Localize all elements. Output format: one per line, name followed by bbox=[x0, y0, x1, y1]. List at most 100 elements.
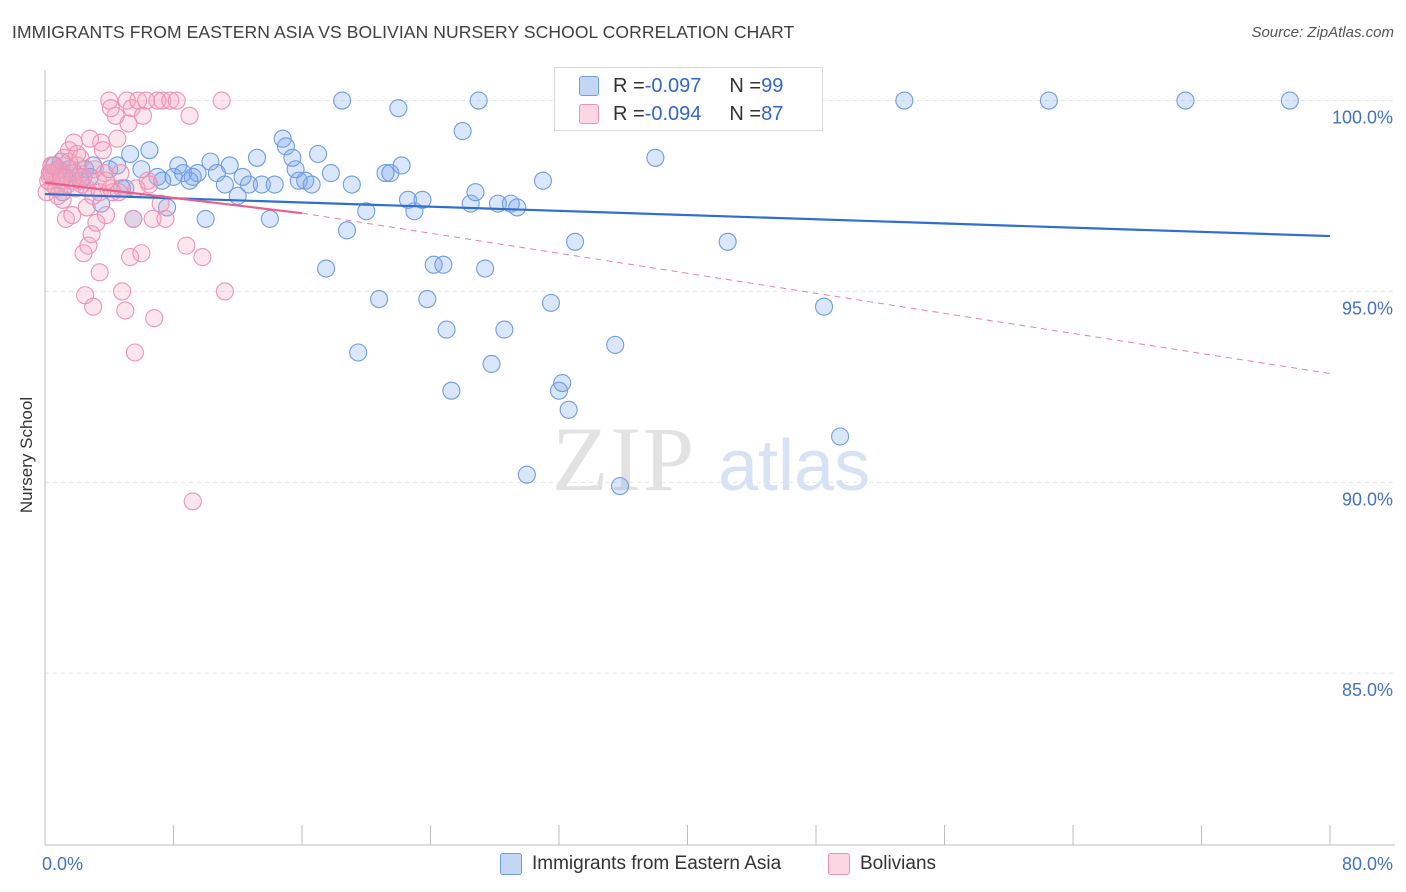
point-eastern-asia bbox=[247, 148, 267, 167]
legend-item-bolivians[interactable]: Bolivians bbox=[828, 850, 936, 878]
point-eastern-asia bbox=[252, 175, 271, 194]
point-eastern-asia bbox=[453, 122, 472, 141]
point-bolivians bbox=[111, 164, 130, 183]
point-bolivians bbox=[148, 91, 167, 110]
y-tick-label: 85.0% bbox=[1342, 680, 1393, 700]
point-bolivians bbox=[132, 244, 151, 263]
point-bolivians bbox=[63, 206, 82, 225]
chart-title: IMMIGRANTS FROM EASTERN ASIA VS BOLIVIAN… bbox=[12, 22, 795, 42]
point-eastern-asia bbox=[349, 343, 368, 362]
point-bolivians bbox=[138, 171, 157, 190]
point-bolivians bbox=[180, 106, 199, 125]
point-bolivians bbox=[95, 164, 114, 183]
point-eastern-asia bbox=[517, 465, 536, 484]
point-eastern-asia bbox=[476, 259, 495, 278]
point-eastern-asia bbox=[437, 320, 456, 339]
point-eastern-asia bbox=[398, 190, 418, 209]
point-eastern-asia bbox=[140, 141, 159, 160]
point-eastern-asia bbox=[895, 91, 914, 110]
point-bolivians bbox=[116, 301, 135, 320]
point-eastern-asia bbox=[508, 198, 527, 217]
point-bolivians bbox=[124, 209, 143, 228]
y-tick-label: 90.0% bbox=[1342, 489, 1393, 509]
point-eastern-asia bbox=[220, 156, 239, 175]
point-bolivians bbox=[101, 99, 120, 118]
point-bolivians bbox=[212, 91, 231, 110]
point-eastern-asia bbox=[442, 381, 461, 400]
point-eastern-asia bbox=[718, 232, 737, 251]
point-eastern-asia bbox=[121, 144, 140, 164]
point-eastern-asia bbox=[389, 99, 408, 118]
point-eastern-asia bbox=[831, 427, 850, 446]
point-eastern-asia bbox=[333, 91, 352, 110]
legend-n-label: N = bbox=[729, 74, 762, 97]
point-eastern-asia bbox=[418, 290, 437, 309]
trend-bolivians bbox=[44, 181, 303, 215]
point-bolivians bbox=[177, 236, 196, 255]
legend-n-value: 99 bbox=[761, 74, 784, 97]
point-eastern-asia bbox=[1176, 91, 1195, 110]
point-bolivians bbox=[113, 282, 132, 301]
legend-swatch-eastern-asia bbox=[579, 76, 599, 96]
point-bolivians bbox=[143, 209, 162, 228]
point-eastern-asia bbox=[392, 156, 411, 175]
point-eastern-asia bbox=[174, 164, 193, 183]
point-eastern-asia bbox=[610, 477, 630, 496]
point-eastern-asia bbox=[321, 164, 340, 183]
watermark-zip: ZIP bbox=[552, 408, 696, 510]
legend-n-label: N = bbox=[729, 102, 762, 125]
point-eastern-asia bbox=[337, 221, 357, 240]
axis-layer bbox=[44, 70, 1395, 846]
point-eastern-asia bbox=[309, 144, 328, 164]
watermark-atlas: atlas bbox=[718, 426, 870, 506]
point-bolivians bbox=[79, 236, 98, 255]
legend-r-label: R = bbox=[613, 74, 645, 97]
legend-r-label: R = bbox=[613, 102, 645, 125]
point-bolivians bbox=[80, 129, 100, 148]
point-eastern-asia bbox=[424, 255, 443, 274]
point-bolivians bbox=[77, 198, 96, 217]
legend-swatch-eastern-asia bbox=[500, 853, 522, 875]
point-bolivians bbox=[183, 492, 202, 511]
legend-n-value: 87 bbox=[761, 102, 784, 125]
point-bolivians bbox=[82, 225, 101, 244]
point-eastern-asia bbox=[1039, 91, 1058, 110]
point-eastern-asia bbox=[814, 297, 834, 316]
watermark: ZIP atlas bbox=[552, 408, 870, 510]
point-bolivians bbox=[48, 186, 67, 206]
trend-lines bbox=[44, 181, 1331, 375]
legend-r-value: -0.094 bbox=[644, 102, 702, 125]
point-eastern-asia bbox=[276, 137, 295, 156]
point-bolivians bbox=[121, 248, 140, 267]
point-eastern-asia bbox=[533, 171, 552, 190]
point-eastern-asia bbox=[183, 167, 202, 186]
x-tick-label: 0.0% bbox=[42, 854, 83, 874]
point-eastern-asia bbox=[342, 175, 361, 194]
point-bolivians bbox=[125, 343, 144, 362]
point-eastern-asia bbox=[413, 190, 432, 209]
point-eastern-asia bbox=[283, 148, 302, 167]
point-eastern-asia bbox=[317, 259, 336, 278]
point-eastern-asia bbox=[566, 232, 585, 251]
point-bolivians bbox=[156, 209, 175, 228]
point-eastern-asia bbox=[201, 152, 220, 171]
point-bolivians bbox=[151, 194, 170, 213]
point-eastern-asia bbox=[376, 164, 395, 183]
point-eastern-asia bbox=[434, 255, 453, 274]
y-tick-label: 95.0% bbox=[1342, 298, 1393, 318]
point-bolivians bbox=[90, 263, 109, 282]
point-eastern-asia bbox=[265, 175, 284, 194]
point-eastern-asia bbox=[370, 290, 389, 309]
point-bolivians bbox=[87, 213, 106, 232]
point-bolivians bbox=[93, 141, 112, 160]
point-bolivians bbox=[74, 167, 93, 186]
point-bolivians bbox=[145, 309, 164, 328]
x-tick-label: 80.0% bbox=[1342, 854, 1393, 874]
point-eastern-asia bbox=[302, 175, 321, 194]
point-eastern-asia bbox=[606, 335, 625, 354]
trend-bolivians-extension bbox=[301, 212, 1331, 375]
legend-swatch-bolivians bbox=[828, 853, 850, 875]
point-eastern-asia bbox=[132, 160, 151, 179]
legend-item-eastern-asia[interactable]: Immigrants from Eastern Asia bbox=[500, 850, 781, 878]
